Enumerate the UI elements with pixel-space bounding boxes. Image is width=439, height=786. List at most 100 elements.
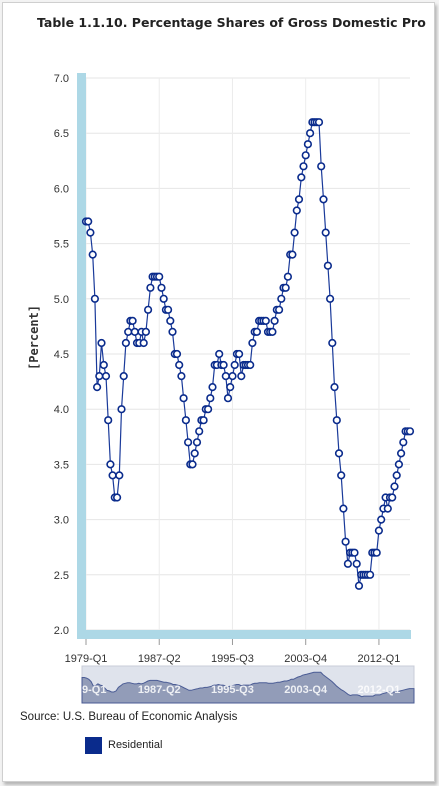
data-point: [237, 372, 246, 381]
data-point: [374, 526, 384, 535]
data-point: [164, 305, 173, 314]
data-point: [328, 338, 337, 348]
data-point: [350, 548, 359, 557]
data-point: [99, 360, 108, 370]
data-point: [117, 405, 126, 414]
data-point: [119, 372, 128, 381]
data-point: [283, 272, 293, 281]
data-point: [159, 294, 168, 303]
data-point: [252, 327, 261, 337]
navigator-label: 1987-Q2: [138, 684, 181, 696]
data-point: [84, 217, 93, 226]
data-point: [204, 405, 213, 414]
y-tick-label: 2.0: [54, 625, 69, 637]
data-point: [146, 283, 155, 292]
data-point: [394, 460, 404, 469]
y-tick-label: 4.5: [54, 349, 69, 361]
data-point: [128, 316, 137, 326]
y-tick-label: 2.5: [54, 570, 69, 582]
x-tick-label: 2003-Q4: [284, 653, 327, 665]
data-point: [397, 449, 406, 458]
data-point: [124, 327, 133, 337]
data-point: [306, 129, 315, 138]
grid-lines: [85, 77, 410, 631]
data-point: [166, 316, 175, 326]
x-axis-band: [77, 630, 411, 639]
data-point: [248, 338, 257, 348]
data-point: [294, 195, 304, 204]
navigator-area: [81, 671, 415, 704]
data-point: [155, 272, 164, 281]
data-point: [195, 427, 204, 436]
data-point: [290, 228, 299, 237]
data-point: [405, 427, 415, 436]
data-point: [314, 118, 324, 127]
data-point: [112, 493, 122, 502]
legend-swatch-residential[interactable]: [85, 737, 102, 754]
chart-svg: 2.0 2.5 3.0 3.5 4.0 4.5 5.0 5.5 6.0 6.5 7.0 1979-Q…: [54, 73, 415, 704]
navigator-label: 2012-Q1: [358, 684, 401, 696]
data-point: [372, 548, 381, 557]
data-point: [330, 383, 339, 392]
data-point: [228, 372, 237, 381]
data-point: [95, 372, 104, 381]
y-tick-label: 3.5: [54, 459, 69, 471]
navigator-label: 2003-Q4: [284, 684, 328, 696]
data-point: [226, 383, 235, 392]
data-point: [192, 438, 202, 447]
data-point: [215, 349, 224, 359]
data-point: [275, 305, 284, 314]
data-point: [246, 360, 255, 370]
data-point: [199, 416, 208, 425]
data-point: [223, 394, 233, 403]
data-point: [270, 316, 279, 326]
data-point: [297, 173, 306, 182]
data-point: [175, 360, 184, 370]
x-axis-ticks: 1979-Q1 1987-Q2 1995-Q3 2003-Q4 2012-Q1: [65, 639, 401, 665]
data-point: [92, 383, 102, 392]
data-point: [190, 449, 199, 458]
data-point: [106, 460, 115, 469]
data-point: [130, 327, 139, 337]
data-point: [366, 570, 375, 579]
data-point: [188, 460, 197, 469]
data-point: [337, 471, 346, 480]
legend-label-residential[interactable]: Residential: [108, 739, 163, 751]
data-point: [303, 140, 313, 149]
data-point: [334, 449, 344, 458]
navigator-label: 1995-Q3: [211, 684, 254, 696]
data-point: [352, 559, 361, 568]
data-point: [90, 294, 99, 303]
data-point: [230, 360, 239, 370]
y-tick-label: 5.5: [54, 239, 69, 251]
x-tick-label: 2012-Q1: [358, 653, 401, 665]
data-point: [392, 471, 401, 480]
chart-frame: Table 1.1.10. Percentage Shares of Gross…: [2, 2, 435, 782]
data-point: [268, 327, 277, 337]
y-tick-label: 6.5: [54, 128, 69, 140]
source-note: Source: U.S. Bureau of Economic Analysis: [20, 711, 238, 723]
data-point: [181, 416, 190, 425]
y-tick-label: 7.0: [54, 73, 69, 85]
range-navigator[interactable]: 9-Q1 1987-Q2 1995-Q3 2003-Q4 2012-Q1: [81, 665, 415, 704]
data-point: [377, 515, 386, 524]
data-point: [179, 394, 188, 403]
data-point: [343, 559, 353, 568]
data-point: [144, 305, 153, 314]
data-point: [108, 471, 117, 480]
data-point: [281, 283, 290, 292]
data-point: [390, 482, 399, 491]
y-axis-ticks: 2.0 2.5 3.0 3.5 4.0 4.5 5.0 5.5 6.0 6.5 7.0: [54, 73, 69, 637]
data-point: [157, 283, 166, 292]
data-point: [208, 383, 217, 392]
data-point: [168, 327, 177, 337]
navigator-label: 9-Q1: [82, 684, 106, 696]
chart-title: Table 1.1.10. Percentage Shares of Gross…: [37, 15, 426, 30]
data-point: [219, 360, 228, 370]
y-tick-label: 6.0: [54, 183, 69, 195]
data-point: [288, 250, 297, 259]
data-point: [277, 294, 286, 303]
data-point: [221, 372, 230, 381]
data-point: [115, 471, 124, 480]
data-point: [341, 537, 350, 546]
